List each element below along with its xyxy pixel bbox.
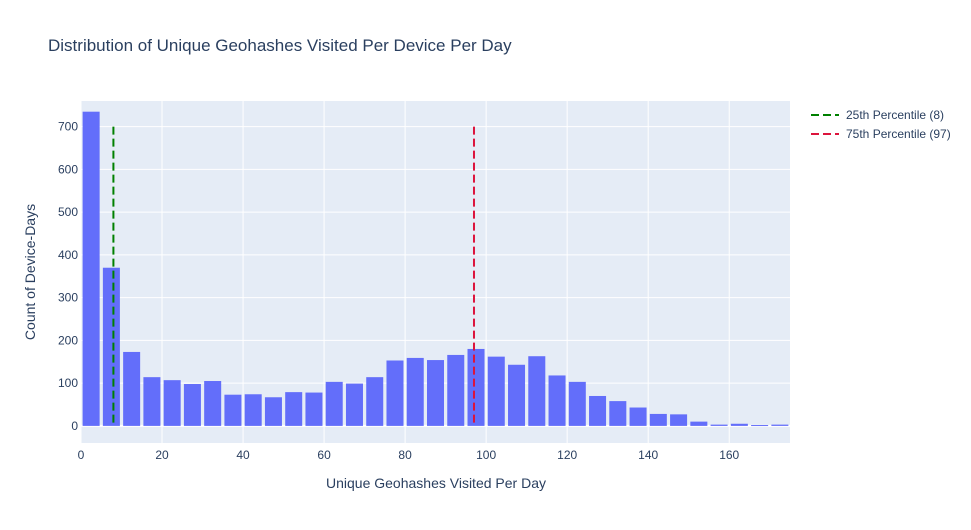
x-tick-label: 20 (155, 448, 169, 462)
histogram-bar[interactable] (508, 364, 526, 426)
chart-title: Distribution of Unique Geohashes Visited… (48, 36, 512, 55)
histogram-bar[interactable] (204, 381, 222, 426)
histogram-bar[interactable] (426, 360, 445, 426)
y-tick-label: 700 (58, 120, 78, 134)
x-tick-label: 120 (557, 448, 577, 462)
x-tick-label: 140 (638, 448, 658, 462)
histogram-bar[interactable] (305, 392, 323, 426)
histogram-bar[interactable] (163, 380, 181, 426)
x-axis-ticks: 0 20 40 60 80 100 120 140 160 (78, 448, 740, 462)
y-tick-label: 300 (58, 291, 78, 305)
x-tick-label: 80 (398, 448, 412, 462)
x-tick-label: 40 (236, 448, 250, 462)
histogram-bar[interactable] (730, 423, 748, 426)
y-tick-label: 0 (71, 419, 78, 433)
histogram-bar[interactable] (224, 394, 242, 426)
histogram-bar[interactable] (183, 384, 201, 426)
percentile-lines (112, 126, 475, 426)
histogram-bar[interactable] (345, 383, 363, 426)
histogram-bar[interactable] (264, 397, 282, 426)
legend-item-label[interactable]: 25th Percentile (8) (846, 108, 944, 122)
histogram-bar[interactable] (690, 421, 708, 426)
y-tick-label: 400 (58, 248, 78, 262)
histogram-bar[interactable] (548, 375, 566, 426)
histogram-bar[interactable] (406, 357, 424, 426)
x-tick-label: 0 (78, 448, 85, 462)
histogram-bar[interactable] (670, 414, 688, 426)
histogram-bar[interactable] (386, 360, 404, 426)
legend-item-label[interactable]: 75th Percentile (97) (846, 127, 951, 141)
histogram-bar[interactable] (366, 377, 384, 426)
histogram-bar[interactable] (629, 407, 647, 426)
histogram-bar[interactable] (143, 377, 161, 426)
bars (82, 111, 789, 427)
histogram-bar[interactable] (528, 356, 546, 426)
histogram-bar[interactable] (325, 381, 343, 426)
histogram-bar[interactable] (123, 351, 141, 426)
histogram-bar[interactable] (467, 348, 485, 426)
y-tick-label: 600 (58, 162, 78, 176)
histogram-bar[interactable] (589, 395, 607, 426)
x-tick-label: 100 (476, 448, 496, 462)
histogram-bar[interactable] (710, 424, 728, 426)
x-axis-label: Unique Geohashes Visited Per Day (326, 475, 546, 491)
y-axis-ticks: 0 100 200 300 400 500 600 700 (58, 120, 78, 433)
legend[interactable]: 25th Percentile (8) 75th Percentile (97) (811, 108, 951, 141)
histogram-bar[interactable] (568, 381, 586, 426)
histogram-bar[interactable] (771, 424, 789, 426)
histogram-bar[interactable] (649, 413, 667, 426)
histogram-bar[interactable] (102, 267, 120, 426)
x-tick-label: 60 (317, 448, 331, 462)
histogram-bar[interactable] (751, 425, 769, 427)
histogram-bar[interactable] (82, 111, 100, 426)
histogram-bar[interactable] (244, 394, 262, 426)
y-axis-label: Count of Device-Days (22, 204, 38, 340)
histogram-bar[interactable] (487, 356, 505, 426)
y-tick-label: 100 (58, 376, 78, 390)
y-tick-label: 200 (58, 333, 78, 347)
histogram-bar[interactable] (285, 392, 303, 426)
histogram-bar[interactable] (447, 354, 465, 426)
y-tick-label: 500 (58, 205, 78, 219)
histogram-bar[interactable] (609, 401, 627, 426)
x-tick-label: 160 (719, 448, 739, 462)
